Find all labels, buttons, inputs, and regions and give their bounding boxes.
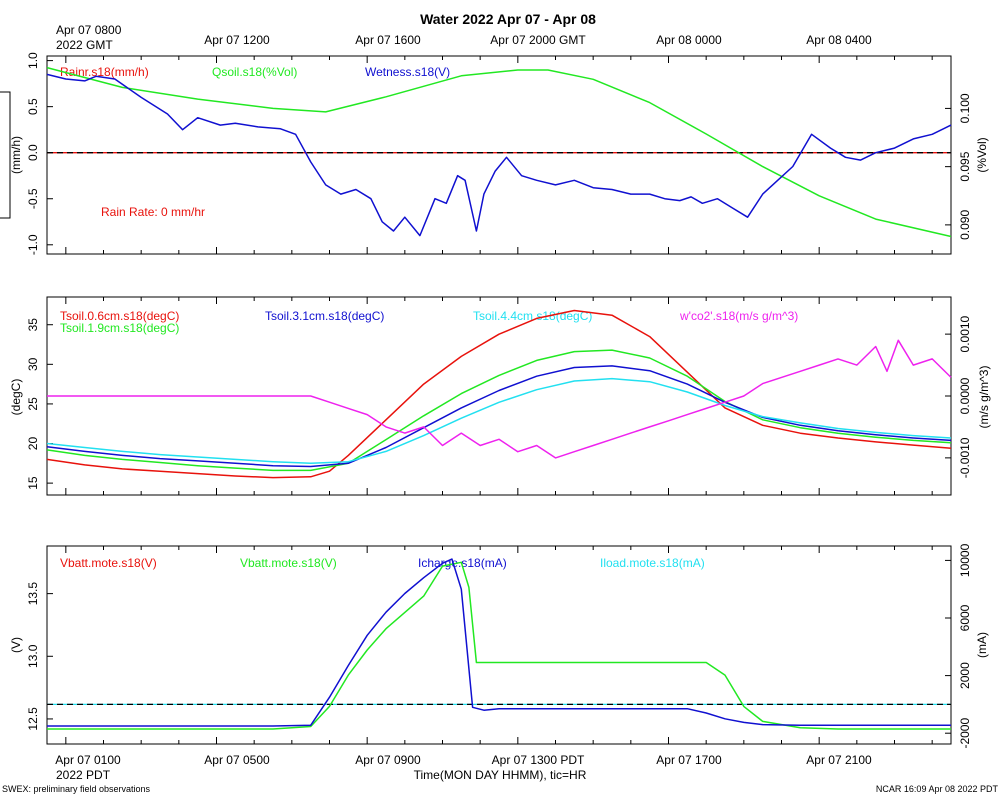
legend-iload: Iload.mote.s18(mA): [600, 556, 705, 570]
top-axis-label: Apr 07 1200: [204, 33, 270, 47]
legend-wetness: Wetness.s18(V): [365, 65, 450, 79]
panel-soil-temperature: Tsoil.0.6cm.s18(degC) Tsoil.1.9cm.s18(de…: [9, 296, 991, 496]
top-axis-label: Apr 07 1600: [355, 33, 421, 47]
bottom-axis-label: Apr 07 0900: [355, 753, 421, 767]
right-tick-label: 0.0000: [958, 377, 972, 414]
left-tick-label: 20: [26, 437, 40, 451]
right-tick-label: 10000: [958, 543, 972, 577]
left-tick-label: 15: [26, 476, 40, 490]
series-line-blue: [46, 73, 952, 237]
footer-right: NCAR 16:09 Apr 08 2022 PDT: [876, 784, 999, 794]
left-tick-label: 13.0: [26, 644, 40, 668]
left-axis-label: (mm/h): [9, 136, 23, 174]
legend-tsoil-0-6: Tsoil.0.6cm.s18(degC): [60, 309, 179, 323]
panel-frame: [46, 55, 952, 255]
right-tick-label: 0.095: [958, 151, 972, 181]
right-tick-label: 0.0010: [958, 315, 972, 352]
left-tick-label: 30: [26, 357, 40, 371]
right-axis-label: (m/s g/m^3): [977, 366, 991, 429]
right-tick-label: -2000: [958, 718, 972, 749]
series-line-green: [46, 66, 952, 238]
series-line-red: [46, 309, 952, 479]
top-axis-first-label-line1: Apr 07 0800: [56, 23, 122, 37]
left-axis-label: (V): [9, 637, 23, 653]
left-tick-label: -0.5: [26, 188, 40, 209]
left-tick-label: 13.5: [26, 582, 40, 606]
clipped-legend-box: [0, 91, 11, 219]
series-line-blue: [47, 558, 951, 727]
legend-tsoil-3-1: Tsoil.3.1cm.s18(degC): [265, 309, 384, 323]
right-tick-label: 2000: [958, 662, 972, 689]
bottom-axis-label: Apr 07 2100: [806, 753, 872, 767]
legend-vbatt-red: Vbatt.mote.s18(V): [60, 556, 157, 570]
legend-tsoil-1-9: Tsoil.1.9cm.s18(degC): [60, 321, 179, 335]
legend-rainr: Rainr.s18(mm/h): [60, 65, 149, 79]
right-tick-label: -0.0010: [958, 437, 972, 478]
left-tick-label: 25: [26, 397, 40, 411]
left-tick-label: 1.0: [26, 52, 40, 69]
left-tick-label: -1.0: [26, 234, 40, 255]
left-tick-label: 12.5: [26, 707, 40, 731]
left-axis-label: (degC): [9, 379, 23, 416]
top-axis-label: Apr 08 0400: [806, 33, 872, 47]
right-tick-label: 0.100: [958, 93, 972, 123]
top-axis-first-label-line2: 2022 GMT: [56, 38, 113, 52]
footer-left: SWEX: preliminary field observations: [2, 784, 151, 794]
legend-vbatt-green: Vbatt.mote.s18(V): [240, 556, 337, 570]
left-tick-label: 0.5: [26, 98, 40, 115]
rain-rate-annotation: Rain Rate: 0 mm/hr: [101, 205, 205, 219]
right-axis-label: (mA): [975, 632, 989, 658]
right-tick-label: 6000: [958, 604, 972, 631]
legend-qsoil: Qsoil.s18(%Vol): [212, 65, 297, 79]
series-line-cyan: [46, 377, 952, 465]
panel-frame: [46, 545, 952, 745]
panel-water: Rainr.s18(mm/h) Qsoil.s18(%Vol) Wetness.…: [9, 52, 989, 255]
bottom-axis-label: Apr 07 0500: [204, 753, 270, 767]
bottom-axis-label: Apr 07 0100: [55, 753, 121, 767]
series-line-green: [46, 349, 952, 472]
left-tick-label: 0.0: [26, 144, 40, 161]
top-axis-label: Apr 07 2000 GMT: [490, 33, 586, 47]
x-axis-label: Time(MON DAY HHMM), tic=HR: [414, 768, 587, 782]
legend-icharge: Icharge.s18(mA): [418, 556, 507, 570]
panel-power: Vbatt.mote.s18(V) Vbatt.mote.s18(V) Icha…: [9, 543, 989, 748]
bottom-axis-year-label: 2022 PDT: [56, 768, 111, 782]
left-tick-label: 35: [26, 318, 40, 332]
bottom-axis-label: Apr 07 1300 PDT: [492, 753, 585, 767]
series-line-magenta: [47, 339, 952, 459]
series-line-blue: [46, 365, 952, 468]
right-axis-label: (%Vol): [975, 137, 989, 172]
legend-wco2: w'co2'.s18(m/s g/m^3): [679, 309, 798, 323]
right-tick-label: 0.090: [958, 210, 972, 240]
chart-title: Water 2022 Apr 07 - Apr 08: [420, 11, 596, 27]
series-line-green: [47, 561, 951, 730]
top-axis-label: Apr 08 0000: [656, 33, 722, 47]
bottom-axis-label: Apr 07 1700: [656, 753, 722, 767]
